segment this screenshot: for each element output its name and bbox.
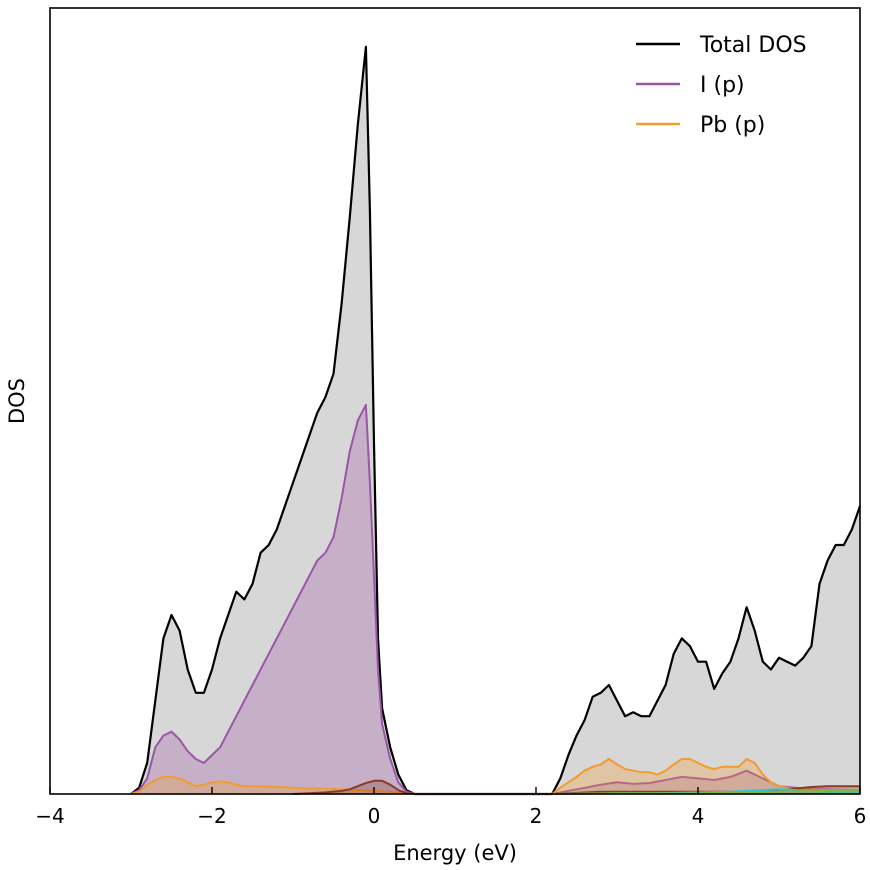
- series-area-pb-p: [131, 759, 860, 794]
- series-area-component-5: [552, 790, 860, 794]
- series-i-p: [130, 403, 861, 795]
- series-pb-p: [130, 758, 860, 795]
- x-axis-label: Energy (eV): [393, 841, 517, 865]
- x-tick-label: 6: [854, 804, 867, 828]
- x-tick-label: 4: [692, 804, 705, 828]
- x-tick-label: −2: [197, 804, 226, 828]
- x-axis-ticks: −4 −2 0 2 4 6: [35, 787, 866, 828]
- plot-frame: [49, 7, 861, 795]
- x-tick-label: −4: [35, 804, 64, 828]
- series-area-total-dos: [131, 46, 860, 794]
- legend-label-pb-p: Pb (p): [700, 113, 765, 138]
- y-axis-label: DOS: [5, 378, 29, 424]
- legend-label-i-p: I (p): [700, 73, 745, 98]
- x-tick-label: 2: [530, 804, 543, 828]
- series-area-component-3: [293, 780, 860, 794]
- series-area-i-p: [131, 404, 860, 794]
- x-tick-label: 0: [368, 804, 381, 828]
- series-line-i-p: [130, 403, 861, 795]
- legend-label-total-dos: Total DOS: [699, 33, 807, 58]
- legend: Total DOS I (p) Pb (p): [636, 33, 807, 138]
- series-line-pb-p: [130, 758, 860, 795]
